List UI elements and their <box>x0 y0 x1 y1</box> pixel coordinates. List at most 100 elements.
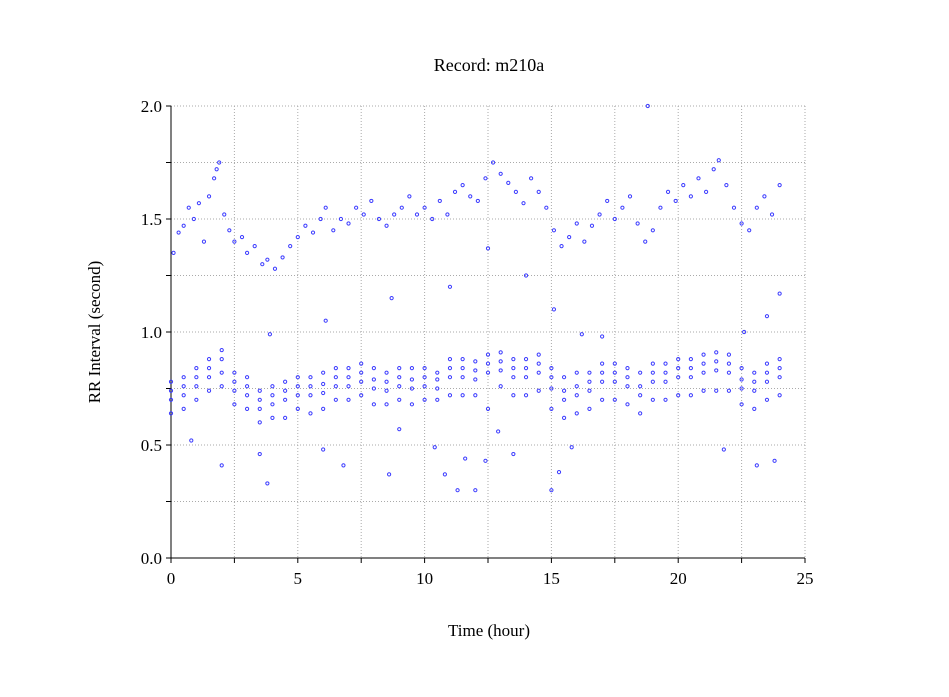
data-point-main-band <box>764 379 770 384</box>
data-point-main-band <box>752 379 757 384</box>
data-point-main-band <box>752 406 757 411</box>
y-tick-label: 2.0 <box>141 97 162 116</box>
data-point-main-band <box>676 375 681 380</box>
data-point-main-band <box>764 397 770 402</box>
data-point-outliers <box>549 488 554 493</box>
data-point-main-band <box>346 384 351 389</box>
data-point-main-band <box>473 359 478 364</box>
data-point-outliers <box>556 470 562 475</box>
data-point-main-band <box>384 402 389 407</box>
data-point-main-band <box>523 375 529 380</box>
data-point-main-band <box>447 375 453 380</box>
data-point-upper-cluster <box>295 234 300 240</box>
data-point-main-band <box>612 379 617 384</box>
data-point-outliers <box>321 447 326 452</box>
data-point-upper-cluster <box>252 244 257 249</box>
data-point-upper-cluster <box>559 244 564 249</box>
data-point-upper-cluster <box>288 244 293 249</box>
data-point-outliers <box>473 488 478 493</box>
data-point-outliers <box>323 318 328 323</box>
data-point-main-band <box>726 388 732 393</box>
data-point-main-band <box>371 377 376 382</box>
data-point-main-band <box>587 370 592 375</box>
data-point-outliers <box>772 458 777 463</box>
data-point-main-band <box>587 406 592 411</box>
data-point-outliers <box>257 451 262 457</box>
data-point-upper-cluster <box>227 228 232 233</box>
data-point-upper-cluster <box>696 176 701 181</box>
data-point-main-band <box>650 370 655 375</box>
y-tick-label: 1.0 <box>141 323 162 342</box>
data-point-upper-cluster <box>260 262 265 267</box>
data-point-outliers <box>447 284 453 289</box>
data-point-main-band <box>460 366 465 371</box>
data-point-main-band <box>333 384 338 389</box>
data-point-main-band <box>549 366 554 371</box>
data-point-main-band <box>701 370 706 375</box>
data-point-main-band <box>232 370 237 375</box>
data-point-main-band <box>777 366 782 371</box>
data-point-main-band <box>536 388 541 393</box>
data-point-outliers <box>442 472 447 477</box>
data-point-upper-cluster <box>483 176 488 181</box>
data-point-main-band <box>701 352 706 357</box>
data-point-main-band <box>308 411 313 416</box>
data-point-upper-cluster <box>551 228 557 233</box>
data-point-outliers <box>496 429 501 434</box>
data-point-main-band <box>600 370 605 375</box>
data-point-upper-cluster <box>191 216 196 222</box>
data-point-outliers <box>645 103 650 109</box>
data-point-upper-cluster <box>369 198 374 204</box>
data-point-main-band <box>447 357 453 362</box>
data-point-main-band <box>701 361 706 366</box>
data-point-upper-cluster <box>407 194 412 199</box>
data-point-outliers <box>777 291 782 296</box>
data-point-upper-cluster <box>529 176 534 181</box>
data-point-main-band <box>688 375 693 380</box>
data-point-main-band <box>473 377 478 382</box>
data-point-main-band <box>511 366 516 371</box>
data-point-outliers <box>219 463 224 468</box>
data-point-upper-cluster <box>201 239 207 244</box>
y-axis-label: RR Interval (second) <box>85 261 104 404</box>
data-point-main-band <box>168 388 174 393</box>
data-point-main-band <box>625 366 630 371</box>
tick-labels: 0 5 10 15 20 25 0.0 0.5 1.0 1.5 2.0 <box>141 97 814 588</box>
data-point-main-band <box>460 393 465 398</box>
data-point-upper-cluster <box>176 230 181 235</box>
data-point-upper-cluster <box>232 239 237 244</box>
axes <box>166 105 806 563</box>
data-point-upper-cluster <box>460 183 465 188</box>
data-point-main-band <box>777 393 782 398</box>
data-point-main-band <box>359 361 364 366</box>
data-point-upper-cluster <box>206 194 212 199</box>
data-point-upper-cluster <box>384 223 389 228</box>
data-point-outliers <box>463 456 468 461</box>
data-point-main-band <box>447 393 453 398</box>
data-point-main-band <box>384 370 389 375</box>
data-point-main-band <box>561 415 567 420</box>
data-point-outliers <box>485 246 491 251</box>
data-point-main-band <box>663 370 668 375</box>
data-point-main-band <box>435 386 440 391</box>
data-point-main-band <box>663 397 668 402</box>
data-point-main-band <box>638 384 643 389</box>
data-point-main-band <box>460 357 465 362</box>
data-point-main-band <box>409 366 415 371</box>
data-point-upper-cluster <box>513 189 518 194</box>
data-point-main-band <box>384 388 389 393</box>
data-point-main-band <box>447 366 453 371</box>
x-tick-label: 0 <box>167 569 176 588</box>
data-point-main-band <box>346 375 351 380</box>
data-point-main-band <box>308 393 313 398</box>
data-point-main-band <box>168 379 174 384</box>
data-point-main-band <box>714 350 719 355</box>
data-point-outliers <box>189 438 194 443</box>
data-point-upper-cluster <box>620 205 625 210</box>
data-point-main-band <box>676 357 681 362</box>
data-point-main-band <box>194 366 199 371</box>
data-point-main-band <box>600 361 605 366</box>
data-point-upper-cluster <box>354 205 359 210</box>
data-point-outliers <box>721 447 726 452</box>
